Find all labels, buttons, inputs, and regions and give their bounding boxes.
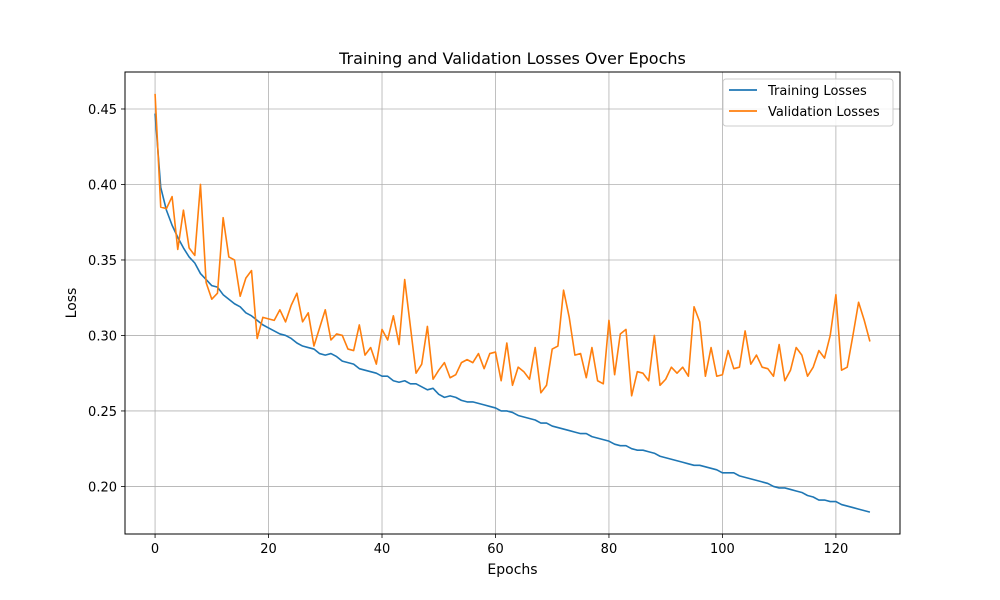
y-tick-label: 0.40 <box>88 178 117 193</box>
x-tick-label: 100 <box>710 542 735 557</box>
y-tick-label: 0.35 <box>88 254 117 269</box>
validation-losses-line <box>154 93 871 397</box>
y-tick-label: 0.25 <box>88 405 117 420</box>
y-axis-label: Loss <box>64 288 80 319</box>
training-losses-line <box>154 113 871 513</box>
grid <box>125 72 900 534</box>
x-tick-label: 20 <box>260 542 277 557</box>
series-group <box>154 93 871 513</box>
x-tick-label: 40 <box>374 542 391 557</box>
x-axis-label: Epochs <box>487 562 537 578</box>
x-tick-label: 60 <box>487 542 504 557</box>
plot-frame <box>124 71 901 535</box>
y-tick-label: 0.20 <box>88 480 117 495</box>
x-tick-label: 0 <box>151 542 159 557</box>
legend-label-validation: Validation Losses <box>768 105 880 120</box>
ticks: 0 20 40 60 80 100 120 0.20 0.25 0.30 0.35 0.40 0.45 <box>88 103 848 557</box>
legend-frame <box>722 78 894 127</box>
legend: Training Losses Validation Losses <box>722 78 894 127</box>
y-tick-label: 0.30 <box>88 329 117 344</box>
y-tick-label: 0.45 <box>88 103 117 118</box>
x-tick-label: 80 <box>601 542 618 557</box>
chart-title: Training and Validation Losses Over Epoc… <box>338 49 686 68</box>
legend-label-training: Training Losses <box>767 84 867 99</box>
x-tick-label: 120 <box>823 542 848 557</box>
